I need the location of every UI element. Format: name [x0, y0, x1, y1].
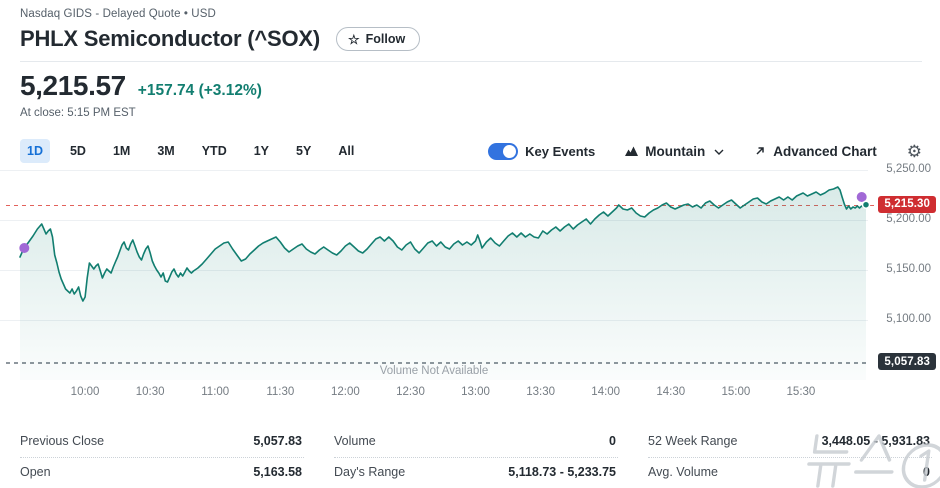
quote-statistics: Previous Close 5,057.83 Open 5,163.58 Volume…: [20, 427, 932, 488]
tab-range-3m[interactable]: 3M: [157, 144, 175, 158]
x-tick-1000: 10:00: [70, 386, 100, 398]
price-line: [19, 186, 867, 302]
stats-column-3: 52 Week Range 3,448.05 - 5,931.83 Avg. Vol…: [648, 427, 932, 488]
chart-type-dropdown[interactable]: Mountain: [625, 144, 724, 159]
stats-column-2: Volume 0 Day's Range 5,118.73 - 5,233.75: [334, 427, 618, 488]
volume-note: Volume Not Available: [379, 365, 489, 377]
tab-range-5d[interactable]: 5D: [69, 144, 86, 158]
stat-value: 5,118.73 - 5,233.75: [508, 465, 616, 479]
gridline-5200: [0, 220, 868, 221]
x-tick-1030: 10:30: [135, 386, 165, 398]
y-tick-5150: 5,150.00: [886, 263, 931, 275]
exchange-meta-line: Nasdaq GIDS - Delayed Quote • USD: [20, 8, 216, 20]
title-row: PHLX Semiconductor (^SOX) ☆ Follow: [20, 26, 421, 52]
price-row: 5,215.57 +157.74 (+3.12%): [20, 70, 262, 102]
stat-row-day-s-range: Day's Range 5,118.73 - 5,233.75: [334, 458, 618, 488]
x-tick-1400: 14:00: [591, 386, 621, 398]
stat-value: 0: [609, 434, 616, 448]
y-tick-5100: 5,100.00: [886, 313, 931, 325]
x-tick-1500: 15:00: [721, 386, 751, 398]
key-events-label: Key Events: [525, 143, 596, 159]
x-tick-1530: 15:30: [786, 386, 816, 398]
key-event-markers: [19, 192, 867, 253]
advanced-chart-link[interactable]: Advanced Chart: [754, 144, 877, 159]
current-price: 5,215.57: [20, 70, 126, 101]
follow-button[interactable]: ☆ Follow: [336, 27, 421, 51]
stat-label: Previous Close: [20, 434, 105, 448]
page-title: PHLX Semiconductor (^SOX): [20, 26, 320, 51]
stat-value: 5,057.83: [253, 434, 302, 448]
price-change: +157.74 (+3.12%): [138, 82, 262, 100]
advanced-chart-label: Advanced Chart: [773, 143, 877, 159]
stat-row-open: Open 5,163.58: [20, 458, 304, 488]
x-tick-1330: 13:30: [526, 386, 555, 398]
x-tick-1230: 12:30: [396, 386, 425, 398]
x-axis-labels: 10:00 10:30 11:00 11:30 12:00 12:30 13:00 13:30…: [0, 386, 940, 402]
key-events-toggle-group: Key Events: [488, 142, 596, 160]
toolbar-right: Key Events Mountain Advanced Chart ⚙: [488, 141, 922, 161]
tab-range-ytd[interactable]: YTD: [201, 144, 227, 158]
y-tick-5200: 5,200.00: [886, 213, 931, 225]
follow-button-label: Follow: [365, 32, 406, 46]
change-amount: +157.74: [137, 82, 195, 99]
tab-range-5y[interactable]: 5Y: [296, 144, 312, 158]
stat-row-previous-close: Previous Close 5,057.83: [20, 427, 304, 458]
price-chart: 5,250.00 5,200.00 5,150.00 5,100.00 5,215.3…: [0, 163, 940, 380]
stat-label: Avg. Volume: [648, 465, 718, 479]
change-percent: (+3.12%): [198, 82, 262, 99]
stat-value: 5,163.58: [253, 465, 302, 479]
previous-close-badge: 5,057.83: [878, 353, 936, 371]
last-price-dot: [861, 200, 871, 209]
stat-label: 52 Week Range: [648, 434, 738, 448]
y-tick-5250: 5,250.00: [886, 163, 931, 175]
arrow-up-right-icon: [756, 147, 764, 155]
toggle-knob: [503, 144, 517, 158]
stat-row-volume: Volume 0: [334, 427, 618, 458]
gear-icon[interactable]: ⚙: [906, 141, 922, 161]
chevron-down-icon: [714, 149, 724, 155]
gridline-5250: [0, 170, 868, 171]
chart-plot-area[interactable]: [0, 165, 940, 380]
stats-column-1: Previous Close 5,057.83 Open 5,163.58: [20, 427, 304, 488]
tab-range-1d[interactable]: 1D: [20, 139, 50, 163]
tab-range-all[interactable]: All: [338, 144, 355, 158]
key-event-marker-2[interactable]: [856, 192, 867, 202]
header-divider: [20, 61, 922, 62]
current-price-line: [6, 204, 875, 207]
stat-row-52-week-range: 52 Week Range 3,448.05 - 5,931.83: [648, 427, 932, 458]
mountain-icon: [625, 146, 639, 156]
tab-range-1m[interactable]: 1M: [112, 144, 131, 158]
time-range-tabs: 1D 5D 1M 3M YTD 1Y 5Y All: [20, 139, 361, 163]
x-tick-1130: 11:30: [266, 386, 295, 398]
current-price-badge: 5,215.30: [878, 195, 936, 213]
at-close-text: At close: 5:15 PM EST: [20, 107, 136, 119]
x-tick-1100: 11:00: [201, 386, 230, 398]
chart-type-label: Mountain: [645, 143, 706, 159]
stat-row-avg-volume: Avg. Volume 0: [648, 458, 932, 488]
x-tick-1430: 14:30: [656, 386, 686, 398]
key-event-marker-1[interactable]: [19, 243, 30, 253]
stat-label: Volume: [334, 434, 376, 448]
star-icon: ☆: [348, 31, 360, 47]
key-events-toggle[interactable]: [488, 142, 519, 160]
stat-label: Open: [20, 465, 51, 479]
x-tick-1200: 12:00: [330, 386, 360, 398]
stat-value: 3,448.05 - 5,931.83: [821, 434, 930, 448]
stat-value: 0: [923, 465, 930, 479]
area-fill: [20, 187, 866, 380]
chart-toolbar: 1D 5D 1M 3M YTD 1Y 5Y All Key Events Mountain A…: [20, 137, 922, 165]
tab-range-1y[interactable]: 1Y: [253, 144, 270, 158]
x-tick-1300: 13:00: [461, 386, 490, 398]
stat-label: Day's Range: [334, 465, 406, 479]
